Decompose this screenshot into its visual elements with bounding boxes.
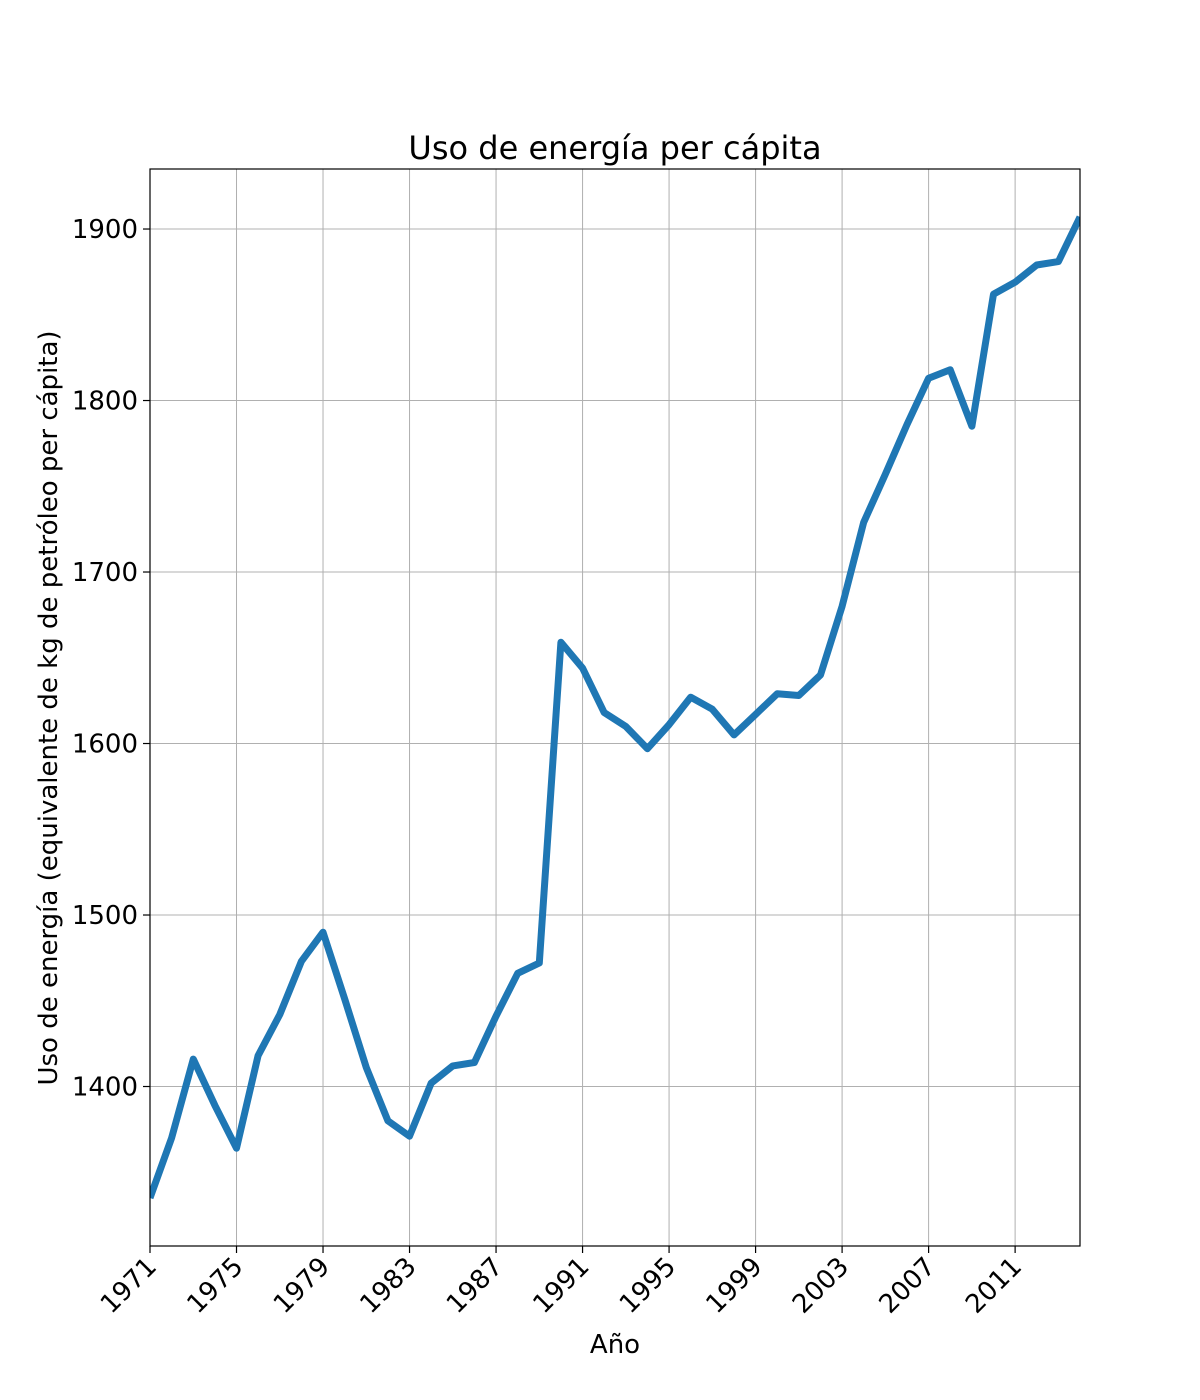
x-tick-label: 1991 (528, 1252, 596, 1320)
plot-frame (149, 168, 1081, 1247)
y-tick-label: 1500 (72, 901, 138, 931)
y-tick-label: 1700 (72, 558, 138, 588)
x-tick-label: 1995 (614, 1252, 682, 1320)
x-tick-label: 1979 (268, 1252, 336, 1320)
x-tick-label: 1971 (95, 1252, 163, 1320)
series-line (150, 215, 1080, 1200)
chart-title: Uso de energía per cápita (408, 129, 821, 167)
x-tick-label: 1987 (441, 1252, 509, 1320)
y-tick-label: 1600 (72, 730, 138, 760)
y-tick-label: 1400 (72, 1073, 138, 1103)
y-axis-label: Uso de energía (equivalente de kg de pet… (34, 330, 64, 1085)
grid (149, 169, 1080, 1246)
y-tick-label: 1900 (72, 215, 138, 245)
x-tick-label: 1975 (181, 1252, 249, 1320)
x-tick-label: 1999 (701, 1252, 769, 1320)
x-tick-label: 2011 (960, 1252, 1028, 1320)
x-tick-label: 1983 (354, 1252, 422, 1320)
x-axis-label: Año (590, 1330, 640, 1360)
x-tick-label: 2007 (874, 1252, 942, 1320)
x-tick-label: 2003 (787, 1252, 855, 1320)
y-tick-label: 1800 (72, 387, 138, 417)
series-layer (150, 215, 1080, 1200)
